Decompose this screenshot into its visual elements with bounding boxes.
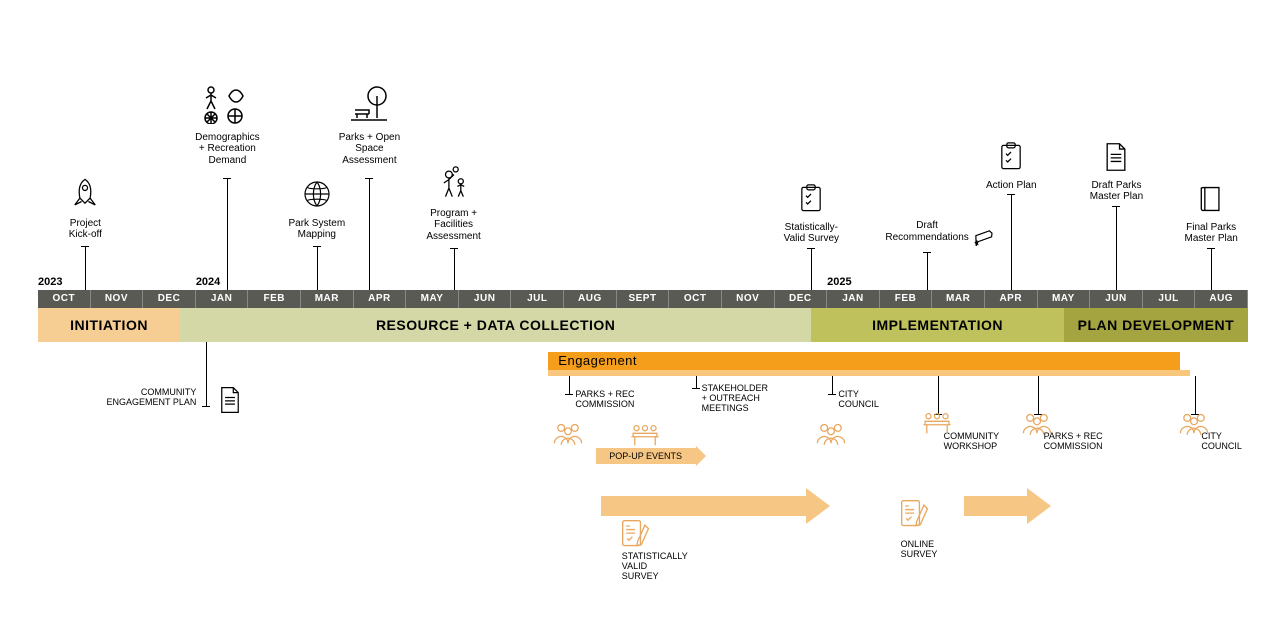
park-icon	[314, 84, 424, 128]
month-cell: FEB	[248, 290, 301, 308]
milestone-park: Parks + Open Space Assessment	[314, 84, 424, 166]
month-cell: APR	[985, 290, 1038, 308]
group-icon	[814, 418, 848, 453]
engagement-label: Engagement	[558, 353, 637, 368]
month-cell: AUG	[1195, 290, 1248, 308]
engagement-item: CITY COUNCIL	[838, 390, 928, 410]
month-cell: JAN	[196, 290, 249, 308]
milestone-label: Program + Facilities Assessment	[399, 208, 509, 243]
survey-icon	[620, 518, 652, 555]
engagement-item: CITY COUNCIL	[1201, 432, 1280, 452]
group-icon	[551, 418, 585, 453]
doc-icon	[1061, 142, 1171, 176]
year-label: 2023	[38, 276, 62, 288]
phase-bar: INITIATIONRESOURCE + DATA COLLECTIONIMPL…	[38, 308, 1248, 342]
month-cell: DEC	[143, 290, 196, 308]
month-cell: MAR	[301, 290, 354, 308]
table-icon	[920, 408, 954, 443]
milestone-label: Parks + Open Space Assessment	[314, 132, 424, 167]
survey-icon	[899, 498, 931, 535]
engagement-item: PARKS + REC COMMISSION	[575, 390, 665, 410]
month-cell: NOV	[91, 290, 144, 308]
month-cell: DEC	[775, 290, 828, 308]
community-engagement-plan: COMMUNITY ENGAGEMENT PLAN	[86, 388, 196, 408]
month-cell: MAR	[932, 290, 985, 308]
month-cell: NOV	[722, 290, 775, 308]
online-survey-label: ONLINE SURVEY	[901, 540, 981, 560]
milestone-checklist: Statistically- Valid Survey	[756, 184, 866, 245]
milestone-rocket: Project Kick-off	[30, 176, 140, 241]
popup-events-label: POP-UP EVENTS	[609, 451, 682, 461]
month-cell: JUN	[459, 290, 512, 308]
month-cell: OCT	[38, 290, 91, 308]
milestone-demo: Demographics + Recreation Demand	[172, 82, 282, 166]
milestone-book: Final Parks Master Plan	[1156, 184, 1266, 245]
online-survey-arrow	[964, 496, 1027, 516]
engagement-bar-shadow	[548, 370, 1189, 376]
phase-resource-data-collection: RESOURCE + DATA COLLECTION	[180, 308, 811, 342]
milestone-globe: Park System Mapping	[262, 178, 372, 241]
phase-plan-development: PLAN DEVELOPMENT	[1064, 308, 1248, 342]
engagement-item: STAKEHOLDER + OUTREACH MEETINGS	[702, 384, 792, 414]
milestone-doc: Draft Parks Master Plan	[1061, 142, 1171, 203]
group-icon	[1177, 408, 1211, 443]
book-icon	[1156, 184, 1266, 218]
month-cell: JUL	[1143, 290, 1196, 308]
month-cell: MAY	[406, 290, 459, 308]
group-icon	[1020, 408, 1054, 443]
milestone-label: Final Parks Master Plan	[1156, 222, 1266, 245]
milestone-label: Statistically- Valid Survey	[756, 222, 866, 245]
stat-survey-arrow	[601, 496, 806, 516]
milestone-people: Program + Facilities Assessment	[399, 166, 509, 242]
month-cell: APR	[354, 290, 407, 308]
phase-initiation: INITIATION	[38, 308, 180, 342]
month-cell: SEPT	[617, 290, 670, 308]
milestone-label: Demographics + Recreation Demand	[172, 132, 282, 167]
doc-icon	[216, 386, 244, 419]
month-cell: MAY	[1038, 290, 1091, 308]
month-cell: JAN	[827, 290, 880, 308]
milestone-checklist: Action Plan	[956, 142, 1066, 191]
year-label: 2024	[196, 276, 220, 288]
milestone-label: Project Kick-off	[30, 218, 140, 241]
globe-icon	[262, 178, 372, 214]
month-cell: JUL	[511, 290, 564, 308]
month-cell: AUG	[564, 290, 617, 308]
pencil-icon	[972, 228, 996, 250]
milestone-pencil: Draft Recommendations	[872, 220, 982, 243]
stat-survey-label: STATISTICALLY VALID SURVEY	[622, 552, 732, 582]
demo-icon	[172, 82, 282, 128]
milestone-label: Draft Recommendations	[872, 220, 982, 243]
engagement-bar: Engagement	[548, 352, 1179, 370]
popup-events-bar: POP-UP EVENTS	[596, 448, 696, 464]
rocket-icon	[30, 176, 140, 214]
month-cell: FEB	[880, 290, 933, 308]
engagement-item: PARKS + REC COMMISSION	[1044, 432, 1134, 452]
checklist-icon	[956, 142, 1066, 176]
milestone-label: Park System Mapping	[262, 218, 372, 241]
checklist-icon	[756, 184, 866, 218]
phase-implementation: IMPLEMENTATION	[811, 308, 1064, 342]
month-bar: OCTNOVDECJANFEBMARAPRMAYJUNJULAUGSEPTOCT…	[38, 290, 1248, 308]
people-icon	[399, 166, 509, 204]
month-cell: OCT	[669, 290, 722, 308]
milestone-label: Action Plan	[956, 180, 1066, 192]
year-label: 2025	[827, 276, 851, 288]
milestone-label: Draft Parks Master Plan	[1061, 180, 1171, 203]
month-cell: JUN	[1090, 290, 1143, 308]
